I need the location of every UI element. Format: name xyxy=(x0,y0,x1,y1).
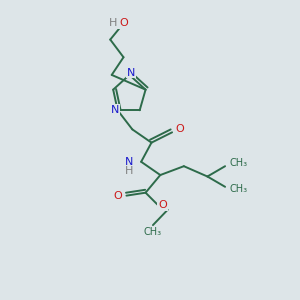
Text: H: H xyxy=(124,166,133,176)
Text: O: O xyxy=(158,200,167,210)
Text: N: N xyxy=(127,68,135,78)
Text: N: N xyxy=(111,105,119,115)
Text: O: O xyxy=(175,124,184,134)
Text: H: H xyxy=(109,18,117,28)
Text: CH₃: CH₃ xyxy=(230,158,247,168)
Text: CH₃: CH₃ xyxy=(144,227,162,237)
Text: N: N xyxy=(124,157,133,167)
Text: O: O xyxy=(119,18,128,28)
Text: CH₃: CH₃ xyxy=(230,184,247,194)
Text: O: O xyxy=(114,190,123,201)
